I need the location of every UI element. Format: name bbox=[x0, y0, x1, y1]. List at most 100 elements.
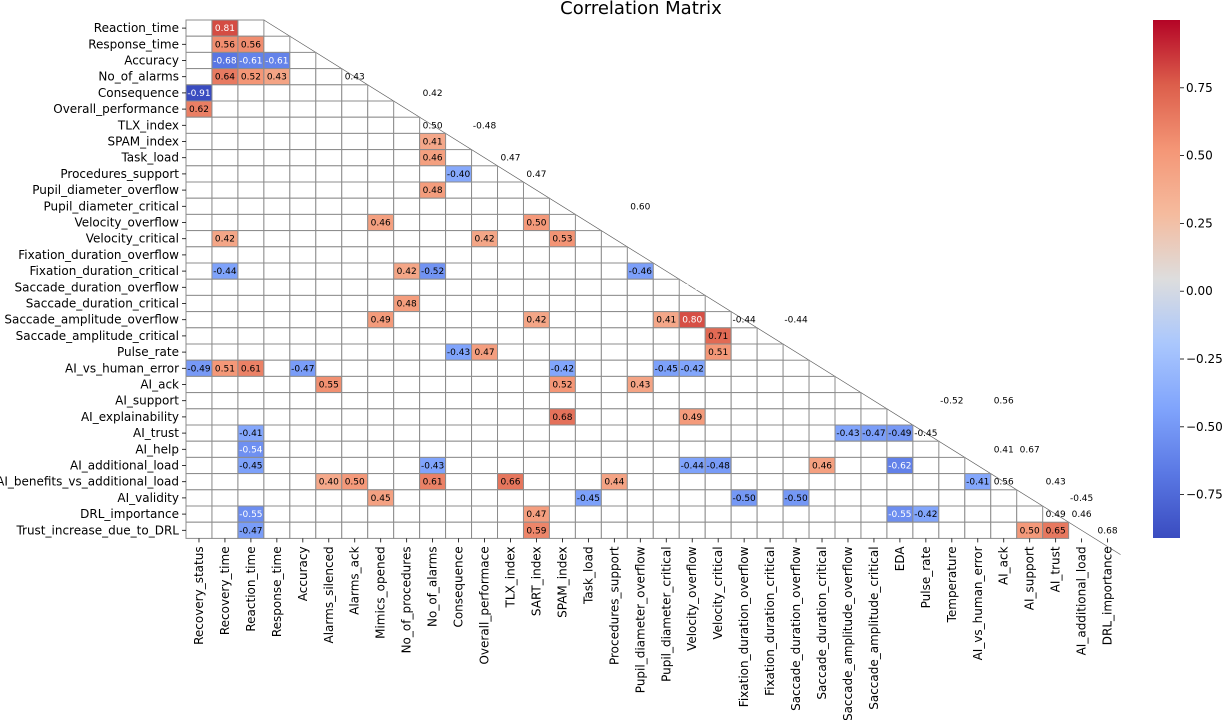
row-label: Pulse_rate bbox=[117, 345, 179, 359]
heatmap-cell-empty bbox=[341, 262, 369, 280]
heatmap-cell-empty bbox=[834, 456, 862, 475]
heatmap-cell-empty bbox=[652, 440, 680, 458]
heatmap-cell-empty bbox=[522, 456, 550, 475]
colorbar: 0.75 0.50 0.25 0.00 −0.25 −0.50 −0.75 bbox=[1153, 20, 1222, 538]
heatmap-cell-empty bbox=[445, 440, 473, 458]
heatmap-cell-empty bbox=[497, 197, 524, 215]
cell-value-label: -0.61 bbox=[239, 57, 262, 67]
cell-value-label: 0.80 bbox=[682, 316, 702, 326]
column-label: AI_trust bbox=[1049, 546, 1063, 592]
heatmap-cell-empty bbox=[990, 505, 1018, 523]
heatmap-cell-empty bbox=[263, 456, 291, 475]
heatmap-cell-empty bbox=[289, 375, 317, 394]
heatmap-cell-empty bbox=[263, 392, 291, 410]
column-label: Mimics_opened bbox=[374, 546, 388, 639]
heatmap-cell-empty bbox=[237, 327, 265, 345]
heatmap-cell-empty bbox=[263, 181, 291, 199]
heatmap-cell-empty bbox=[185, 181, 213, 199]
row-label: Saccade_amplitude_critical bbox=[16, 329, 179, 343]
cell-value-label: 0.62 bbox=[189, 105, 209, 115]
heatmap-cell-empty bbox=[315, 278, 343, 296]
heatmap-cell-empty bbox=[471, 392, 499, 410]
column-label: Consequence bbox=[452, 546, 466, 627]
heatmap-cell-empty bbox=[730, 359, 758, 377]
heatmap-cell-empty bbox=[211, 197, 239, 215]
heatmap-cell-empty bbox=[393, 197, 421, 215]
row-label: Consequence bbox=[98, 86, 179, 100]
heatmap-cell-empty bbox=[211, 392, 239, 410]
heatmap-cell-empty bbox=[522, 246, 550, 264]
heatmap-cell-empty bbox=[600, 505, 628, 523]
heatmap-cell-empty bbox=[263, 327, 291, 345]
column-labels: Recovery_status Recovery_time Reaction_tim… bbox=[192, 538, 1115, 720]
heatmap-cell-empty bbox=[782, 505, 810, 523]
heatmap-cell-empty bbox=[834, 440, 862, 458]
heatmap-cell-empty bbox=[574, 294, 602, 313]
heatmap-cell-empty bbox=[237, 132, 265, 151]
heatmap-cell-empty bbox=[211, 343, 239, 361]
heatmap-cell-empty bbox=[419, 521, 447, 539]
heatmap-cell-empty bbox=[185, 311, 213, 329]
heatmap-cell-empty bbox=[548, 456, 576, 475]
row-labels: Reaction_time Response_time Accuracy No_of_… bbox=[0, 21, 186, 537]
heatmap-cell-empty bbox=[237, 165, 265, 183]
heatmap-cell-empty bbox=[678, 505, 706, 523]
heatmap-cell-empty bbox=[471, 197, 499, 215]
heatmap-cell-empty bbox=[185, 456, 213, 475]
cell-value-label: -0.48 bbox=[473, 121, 497, 131]
heatmap-cell-empty bbox=[471, 424, 499, 442]
heatmap-cell-empty bbox=[574, 262, 602, 280]
cell-value-label: -0.42 bbox=[681, 364, 704, 374]
heatmap-cell-empty bbox=[834, 408, 862, 426]
heatmap-cell-empty bbox=[471, 375, 499, 394]
cell-value-label: 0.49 bbox=[682, 413, 702, 423]
heatmap-cell-empty bbox=[678, 392, 706, 410]
cell-value-label: -0.50 bbox=[784, 494, 808, 504]
heatmap-cell-empty bbox=[393, 392, 421, 410]
heatmap-cell-empty bbox=[782, 440, 810, 458]
cell-value-label: 0.82 bbox=[760, 300, 780, 310]
heatmap-cell-empty bbox=[367, 521, 395, 539]
heatmap-cell-empty bbox=[185, 392, 213, 410]
heatmap-cell-empty bbox=[471, 505, 499, 523]
heatmap-cell-empty bbox=[263, 311, 291, 329]
heatmap-cell-empty bbox=[652, 408, 680, 426]
heatmap-cell-empty bbox=[315, 489, 343, 507]
heatmap-cell-empty bbox=[834, 505, 862, 523]
row-label: DRL_importance bbox=[80, 507, 179, 521]
heatmap-cell-empty bbox=[756, 505, 784, 523]
heatmap-cell-empty bbox=[393, 149, 421, 167]
row-label: AI_trust bbox=[133, 426, 179, 440]
heatmap-cell-empty bbox=[626, 521, 654, 539]
row-label: AI_explainability bbox=[81, 410, 179, 424]
cell-value-label: 0.45 bbox=[371, 494, 391, 504]
heatmap-cell-empty bbox=[808, 489, 836, 507]
heatmap-cell-empty bbox=[522, 375, 550, 394]
column-label: AI_support bbox=[1023, 546, 1037, 610]
heatmap-cell-empty bbox=[964, 521, 992, 539]
cell-value-label: 0.61 bbox=[423, 478, 443, 488]
cell-value-label: -0.68 bbox=[213, 57, 237, 67]
heatmap-cell-empty bbox=[548, 473, 576, 491]
heatmap-cell-empty bbox=[419, 375, 447, 394]
heatmap-cell-empty bbox=[886, 489, 914, 507]
heatmap-cell-empty bbox=[548, 327, 576, 345]
heatmap-cell-empty bbox=[626, 343, 654, 361]
heatmap-cell-empty bbox=[341, 505, 369, 523]
heatmap-cell-empty bbox=[341, 132, 369, 151]
heatmap-cell-empty bbox=[678, 489, 706, 507]
heatmap-cell-empty bbox=[237, 181, 265, 199]
heatmap-cell-empty bbox=[315, 100, 343, 118]
heatmap-cell-empty bbox=[860, 521, 888, 539]
column-label: Alarms_silenced bbox=[322, 546, 336, 643]
heatmap-cell-empty bbox=[445, 505, 473, 523]
heatmap-cell-empty bbox=[574, 392, 602, 410]
heatmap-cell-empty bbox=[289, 149, 317, 167]
heatmap-cell-empty bbox=[678, 327, 706, 345]
heatmap-cell-empty bbox=[315, 68, 343, 86]
heatmap-cell-empty bbox=[289, 84, 317, 102]
cell-value-label: 0.56 bbox=[994, 478, 1014, 488]
cell-value-label: -0.46 bbox=[629, 267, 653, 277]
heatmap-cell-empty bbox=[497, 278, 524, 296]
cell-value-label: 0.52 bbox=[241, 73, 261, 83]
